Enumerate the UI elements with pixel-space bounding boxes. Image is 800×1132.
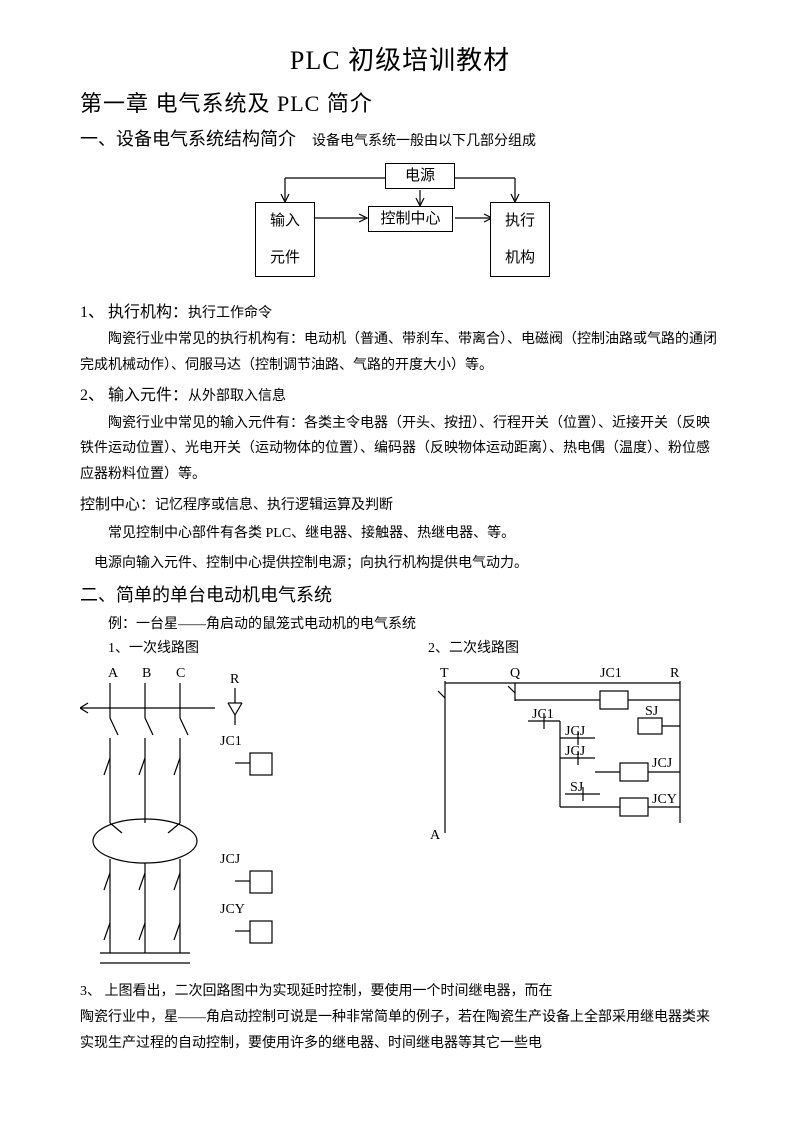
box-exec-t: 执行 <box>505 209 535 233</box>
lbl-JCJs2: JCJ <box>565 744 586 759</box>
lbl-C: C <box>176 666 185 681</box>
p2-heading: 2、 输入元件：从外部取入信息 <box>80 383 720 409</box>
lbl-JCYr: JCY <box>652 792 677 807</box>
box-input-t: 输入 <box>270 209 300 233</box>
lbl-A2: A <box>430 828 441 843</box>
p1-body: 陶瓷行业中常见的执行机构有：电动机（普通、带刹车、带离合）、电磁阀（控制油路或气… <box>80 327 720 379</box>
lbl-T: T <box>440 666 449 681</box>
lbl-SJ2: SJ <box>570 780 584 795</box>
lbl-Rr: R <box>670 666 680 681</box>
p1-h: 1、 执行机构： <box>80 304 188 321</box>
p2-h-tail: 从外部取入信息 <box>188 389 286 404</box>
section1-note: 设备电气系统一般由以下几部分组成 <box>312 131 536 153</box>
box-input-b: 元件 <box>270 246 300 270</box>
p5-l1: 上图看出，二次回路图中为实现延时控制，要使用一个时间继电器，而在 <box>105 984 553 999</box>
p2-h: 2、 输入元件： <box>80 387 188 404</box>
circuit1-svg: A B C R <box>80 663 380 973</box>
box-power: 电源 <box>385 163 455 189</box>
p3-h: 控制中心： <box>80 497 155 513</box>
box-input: 输入 元件 <box>255 202 315 277</box>
lbl-JC1r: JC1 <box>600 666 622 681</box>
p3-heading: 控制中心：记忆程序或信息、执行逻辑运算及判断 <box>80 492 720 519</box>
lbl-JCJ-l: JCJ <box>220 852 241 867</box>
box-control: 控制中心 <box>368 206 453 232</box>
circuit-row: 1、一次线路图 A B C R <box>80 638 720 972</box>
p3-h-tail: 记忆程序或信息、执行逻辑运算及判断 <box>155 498 393 513</box>
lbl-R: R <box>230 672 240 687</box>
section1-heading: 一、设备电气系统结构简介 <box>80 125 296 154</box>
lbl-JCY-l: JCY <box>220 902 245 917</box>
chapter-title: 第一章 电气系统及 PLC 简介 <box>80 86 720 121</box>
section2-heading: 二、简单的单台电动机电气系统 <box>80 581 720 610</box>
p3-body: 常见控制中心部件有各类 PLC、继电器、接触器、热继电器、等。 <box>80 521 720 547</box>
lbl-Q: Q <box>510 666 520 681</box>
p5-heading: 3、 上图看出，二次回路图中为实现延时控制，要使用一个时间继电器，而在 <box>80 981 720 1003</box>
box-exec-b: 机构 <box>505 246 535 270</box>
p1-heading: 1、 执行机构：执行工作命令 <box>80 300 720 326</box>
box-exec: 执行 机构 <box>490 202 550 277</box>
main-title: PLC 初级培训教材 <box>80 40 720 82</box>
p5-h: 3、 <box>80 984 105 999</box>
p4-line: 电源向输入元件、控制中心提供控制电源；向执行机构提供电气动力。 <box>80 551 720 577</box>
lbl-B: B <box>142 666 151 681</box>
lbl-JC1s: JC1 <box>532 707 554 722</box>
p2-body: 陶瓷行业中常见的输入元件有：各类主令电器（开头、按扭）、行程开关（位置）、近接开… <box>80 411 720 489</box>
lbl-SJ1: SJ <box>645 704 659 719</box>
c1-label: 1、一次线路图 <box>80 638 400 660</box>
c2-label: 2、二次线路图 <box>400 638 720 660</box>
sec2-ex: 例：一台星——角启动的鼠笼式电动机的电气系统 <box>80 614 720 636</box>
lbl-JC1-l: JC1 <box>220 734 242 749</box>
p5-l2: 陶瓷行业中，星——角启动控制可说是一种非常简单的例子，若在陶瓷生产设备上全部采用… <box>80 1005 720 1057</box>
p1-h-tail: 执行工作命令 <box>188 306 272 321</box>
lbl-JCJr: JCJ <box>652 756 673 771</box>
lbl-JCJs1: JCJ <box>565 724 586 739</box>
lbl-A: A <box>108 666 119 681</box>
block-diagram: 电源 输入 元件 控制中心 执行 机构 <box>240 160 560 290</box>
circuit2-svg: T Q JC1 R A SJ <box>400 663 720 863</box>
